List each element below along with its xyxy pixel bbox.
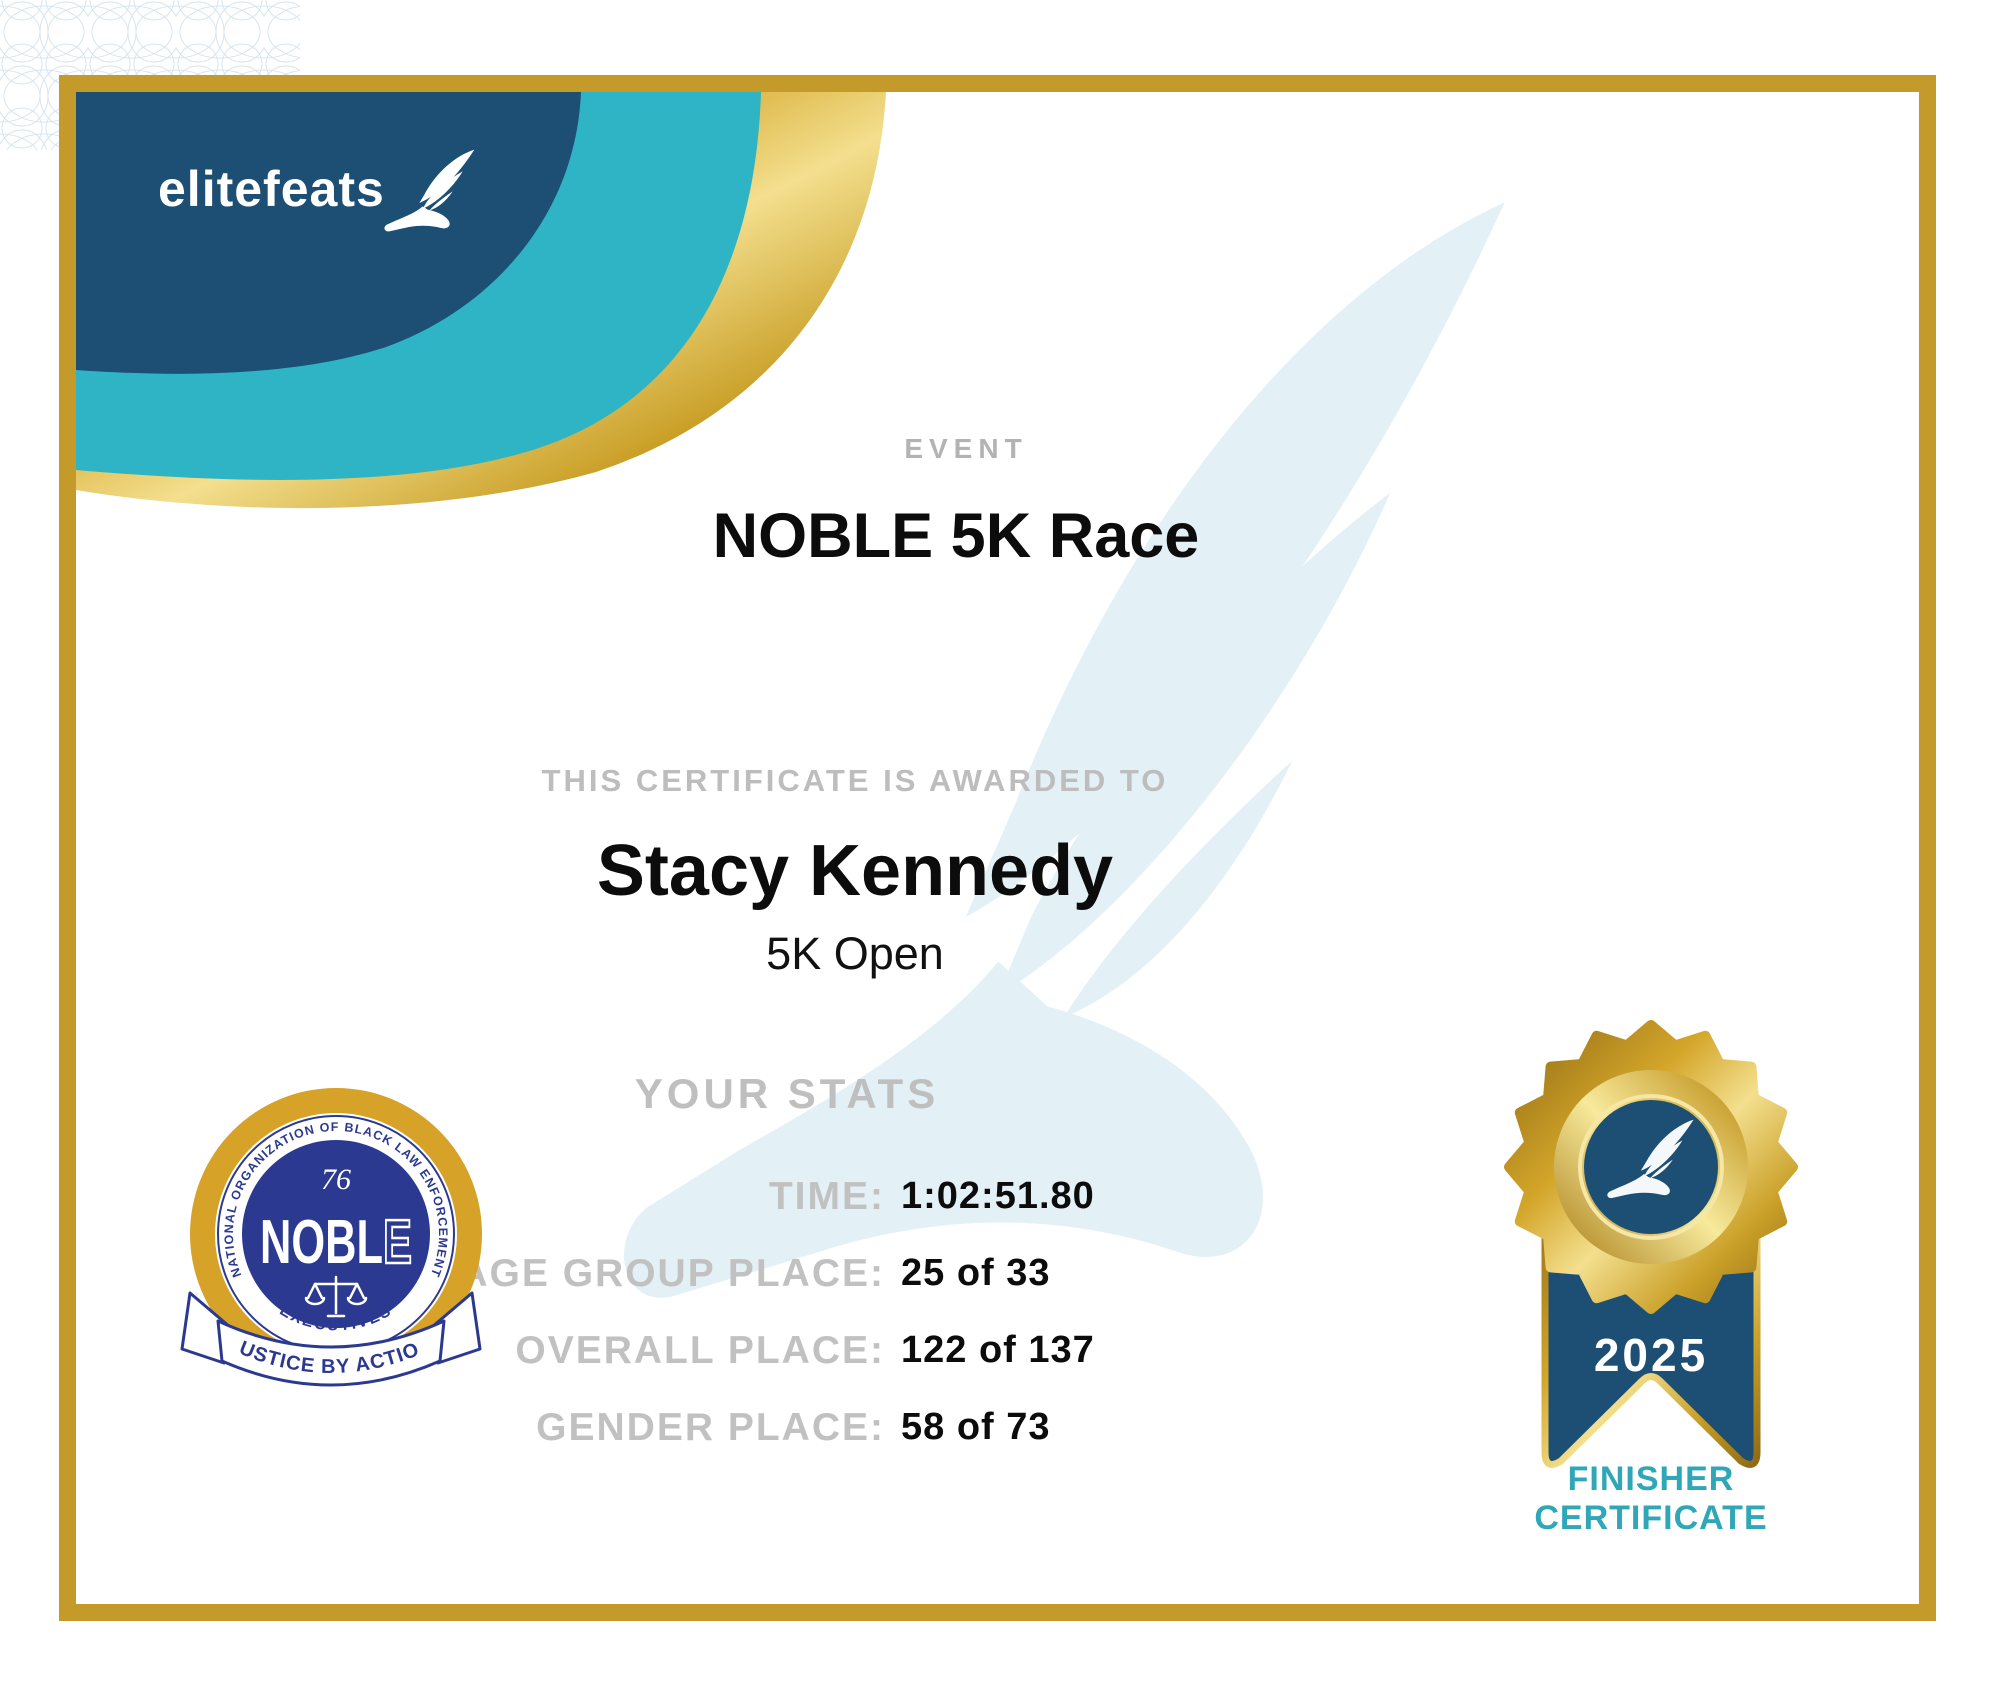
seal-acronym: NOBLE	[260, 1208, 412, 1277]
seal-year: 76	[321, 1163, 351, 1196]
stat-value: 122 of 137	[901, 1329, 1095, 1371]
header-swoosh	[76, 92, 886, 509]
stat-label: OVERALL PLACE:	[515, 1328, 885, 1372]
stat-value: 58 of 73	[901, 1406, 1051, 1448]
winged-foot-icon	[384, 149, 475, 232]
event-label: EVENT	[904, 433, 1028, 464]
stat-value: 1:02:51.80	[901, 1175, 1095, 1217]
finisher-caption-line2: CERTIFICATE	[1534, 1499, 1768, 1538]
noble-seal: NATIONAL ORGANIZATION OF BLACK LAW ENFOR…	[178, 1083, 482, 1387]
stat-row-time: TIME: 1:02:51.80	[380, 1158, 1240, 1235]
stat-value: 25 of 33	[901, 1252, 1051, 1294]
recipient-name: Stacy Kennedy	[596, 831, 1114, 911]
finisher-medal: 2025	[1504, 1020, 1798, 1468]
finisher-caption: FINISHER CERTIFICATE	[1534, 1460, 1767, 1538]
stat-label: GENDER PLACE:	[536, 1405, 885, 1449]
seal-inner-disc	[242, 1140, 430, 1328]
stats-heading: YOUR STATS	[634, 1070, 940, 1117]
scales-of-justice-icon	[304, 1275, 368, 1318]
stats-block: TIME: 1:02:51.80 AGE GROUP PLACE: 25 of …	[380, 1158, 1240, 1466]
finisher-caption-line1: FINISHER	[1567, 1460, 1735, 1498]
seal-banner	[180, 1291, 482, 1387]
stat-label: TIME:	[768, 1174, 885, 1218]
medal-year: 2025	[1594, 1329, 1708, 1381]
division-name: 5K Open	[766, 928, 944, 979]
stat-row-overall-place: OVERALL PLACE: 122 of 137	[380, 1312, 1240, 1389]
elitefeats-logo: elitefeats	[158, 149, 481, 252]
award-intro: THIS CERTIFICATE IS AWARDED TO	[541, 763, 1169, 798]
elitefeats-logo-text: elitefeats	[158, 161, 385, 217]
stat-label: AGE GROUP PLACE:	[459, 1251, 885, 1295]
stat-row-age-group-place: AGE GROUP PLACE: 25 of 33	[380, 1235, 1240, 1312]
stat-row-gender-place: GENDER PLACE: 58 of 73	[380, 1389, 1240, 1466]
event-name: NOBLE 5K Race	[712, 501, 1200, 571]
